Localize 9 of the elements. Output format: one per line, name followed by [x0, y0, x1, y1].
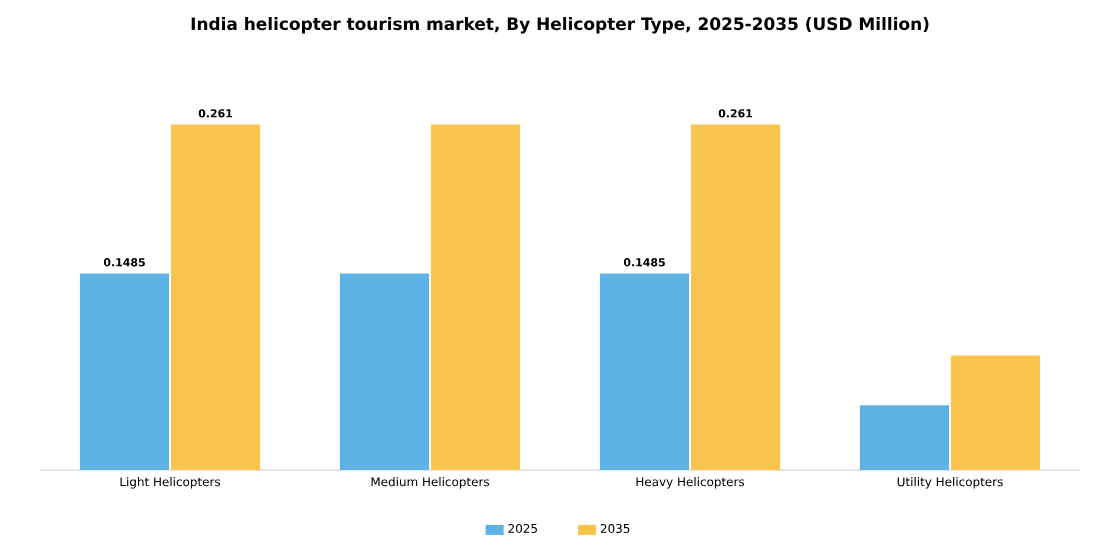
bar	[690, 124, 781, 470]
bar	[170, 124, 261, 470]
bar	[859, 405, 950, 470]
bar	[79, 273, 170, 470]
bar	[599, 273, 690, 470]
bar	[339, 273, 430, 470]
chart-title: India helicopter tourism market, By Helicopter Type, 2025-2035 (USD Million)	[191, 17, 929, 34]
bar	[430, 124, 521, 470]
bar	[950, 355, 1041, 470]
